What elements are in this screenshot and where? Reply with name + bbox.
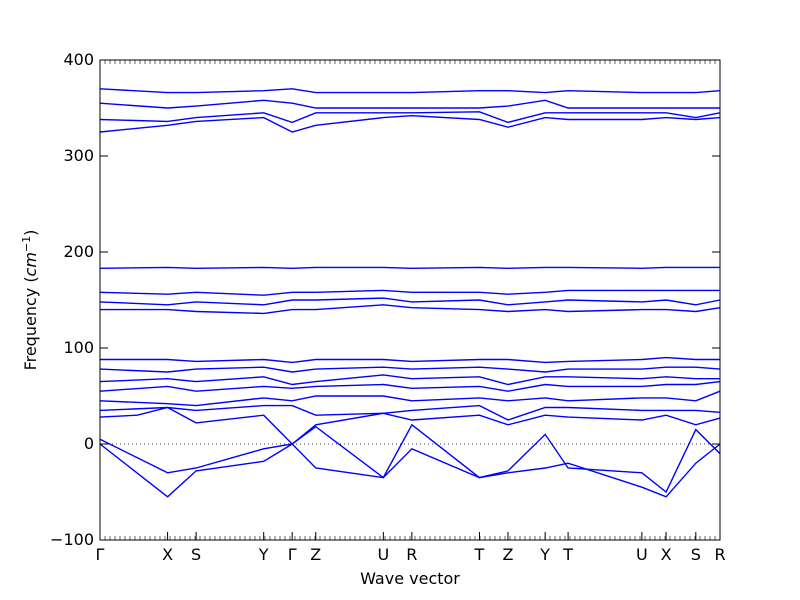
x-tick-label: S bbox=[191, 545, 201, 564]
band-line-8 bbox=[99, 366, 721, 373]
x-tick-label: U bbox=[377, 545, 389, 564]
x-tick-label: X bbox=[661, 545, 672, 564]
x-tick-label: Z bbox=[502, 545, 513, 564]
y-axis: −100 0 100 200 300 400 bbox=[50, 50, 720, 549]
x-tick-label: Z bbox=[310, 545, 321, 564]
y-tick-label: 300 bbox=[63, 146, 94, 165]
y-tick-label: 200 bbox=[63, 242, 94, 261]
band-line-13 bbox=[99, 266, 720, 270]
x-tick-label: U bbox=[636, 545, 648, 564]
band-line-4 bbox=[99, 404, 721, 421]
x-tick-label: R bbox=[406, 545, 417, 564]
y-axis-title-prefix: Frequency ( bbox=[21, 276, 40, 370]
band-line-2 bbox=[99, 425, 721, 494]
x-tick-label: T bbox=[474, 545, 485, 564]
x-tick-label: Γ bbox=[96, 545, 105, 564]
y-tick-label: 100 bbox=[63, 338, 94, 357]
band-line-7 bbox=[99, 374, 720, 386]
y-tick-label: 400 bbox=[63, 50, 94, 69]
y-axis-title: Frequency (cm−1) bbox=[20, 230, 40, 371]
x-tick-label: Y bbox=[258, 545, 269, 564]
band-line-9 bbox=[100, 356, 720, 364]
band-line-3 bbox=[99, 406, 721, 445]
band-line-5 bbox=[99, 390, 721, 407]
plot-area bbox=[100, 60, 720, 540]
x-tick-label: T bbox=[562, 545, 573, 564]
y-axis-title-suffix: ) bbox=[21, 230, 40, 236]
y-axis-title-unit: cm bbox=[21, 252, 40, 276]
band-line-16 bbox=[99, 99, 720, 109]
y-tick-label: 0 bbox=[84, 434, 94, 453]
x-axis-title: Wave vector bbox=[360, 569, 460, 588]
y-axis-title-exponent: −1 bbox=[20, 236, 33, 252]
band-lines bbox=[99, 88, 721, 498]
band-line-17 bbox=[99, 88, 721, 94]
x-tick-label: Γ bbox=[288, 545, 297, 564]
x-tick-label: Y bbox=[539, 545, 550, 564]
band-line-14 bbox=[99, 114, 721, 133]
band-line-11 bbox=[99, 297, 721, 306]
y-tick-label: −100 bbox=[50, 530, 94, 549]
band-line-10 bbox=[100, 304, 721, 315]
x-tick-label: S bbox=[691, 545, 701, 564]
band-line-1 bbox=[99, 423, 721, 498]
band-line-15 bbox=[99, 111, 721, 124]
x-tick-label: X bbox=[162, 545, 173, 564]
band-line-6 bbox=[99, 380, 721, 392]
x-tick-label: R bbox=[714, 545, 725, 564]
band-line-12 bbox=[99, 289, 720, 296]
